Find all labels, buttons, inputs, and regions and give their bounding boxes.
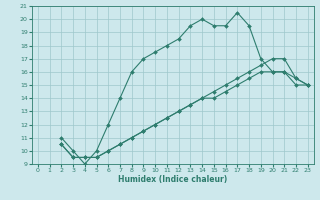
X-axis label: Humidex (Indice chaleur): Humidex (Indice chaleur) [118,175,228,184]
